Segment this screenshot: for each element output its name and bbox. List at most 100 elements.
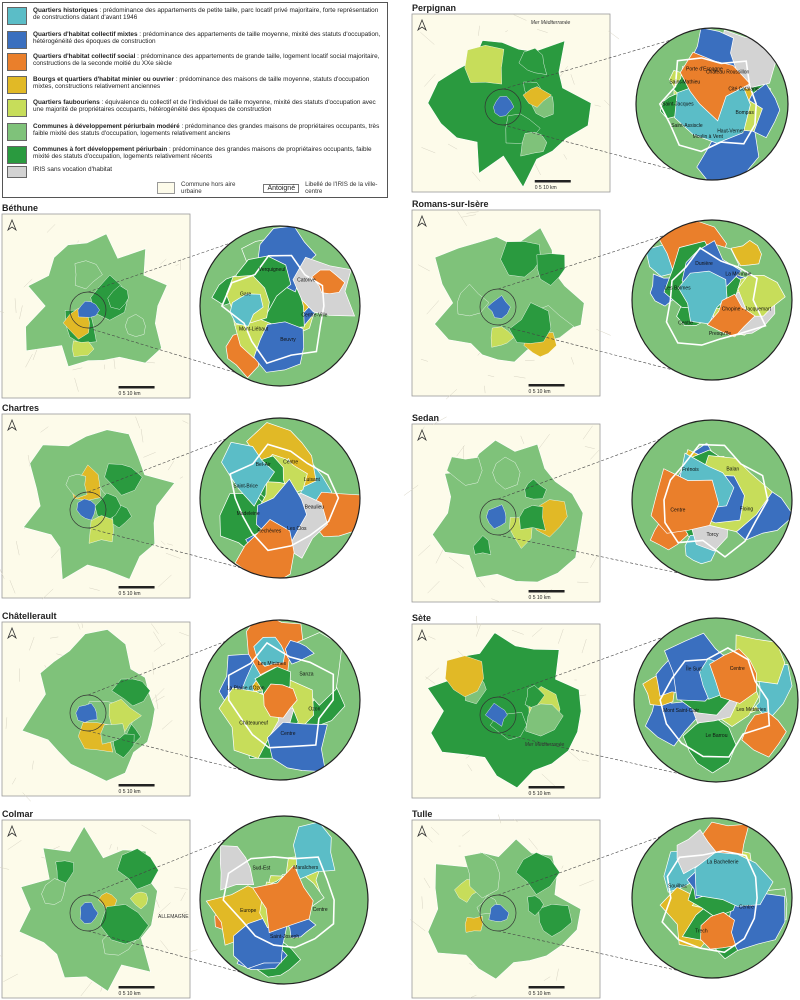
legend-item-title: Communes à fort développement périurbain bbox=[33, 146, 168, 153]
iris-zone bbox=[293, 821, 336, 881]
commune-border bbox=[426, 300, 440, 315]
legend-label-desc: Libellé de l'IRIS de la ville-centre bbox=[305, 181, 378, 195]
iris-label: Saint-Joseph bbox=[270, 934, 299, 940]
legend-item-sans-habitat: IRIS sans vocation d'habitat bbox=[7, 166, 385, 178]
iris-label: Rechèvres bbox=[257, 528, 281, 534]
commune-border bbox=[152, 662, 154, 675]
legend-swatch bbox=[7, 76, 27, 94]
commune-border bbox=[577, 581, 589, 584]
city-centre bbox=[488, 904, 510, 922]
iris-label: Île Sud bbox=[685, 665, 702, 672]
iris-label: Presqu'île bbox=[709, 331, 731, 337]
sea-label: Mer Méditerranée bbox=[531, 20, 571, 26]
commune-border bbox=[7, 840, 22, 850]
scale-bar bbox=[118, 986, 155, 989]
panel-title: Perpignan bbox=[412, 3, 456, 13]
iris-label: Les Clos bbox=[287, 526, 307, 532]
iris-zone bbox=[709, 648, 757, 704]
commune-outline bbox=[663, 443, 769, 558]
north-arrow-icon bbox=[417, 628, 427, 642]
commune-border bbox=[420, 31, 435, 45]
zoom-inset bbox=[632, 420, 792, 580]
commune-border bbox=[541, 773, 557, 788]
commune-border bbox=[448, 556, 464, 569]
commune-border bbox=[581, 759, 589, 762]
commune-border bbox=[182, 420, 189, 424]
commune-border bbox=[422, 426, 425, 430]
scale-bar bbox=[534, 180, 571, 183]
commune-border bbox=[563, 154, 568, 160]
legend-item-desc: : prédominance des appartements de grand… bbox=[33, 53, 380, 68]
scale-label: 0 5 10 km bbox=[119, 789, 141, 795]
north-arrow-icon bbox=[417, 428, 427, 442]
zoom-circle-border bbox=[631, 219, 793, 381]
city-centre bbox=[79, 902, 99, 924]
panel-romans: Chopine - Jacquemart Presqu'île Centre Les … bbox=[411, 199, 793, 400]
zoom-connector bbox=[87, 930, 285, 985]
commune-border bbox=[418, 544, 431, 556]
iris-label: Bompas bbox=[736, 110, 755, 116]
iris-zone bbox=[234, 518, 295, 578]
commune-border bbox=[513, 14, 527, 21]
iris-label: Centre bbox=[739, 905, 754, 911]
zoom-inset bbox=[632, 220, 792, 380]
commune-border bbox=[151, 623, 159, 634]
legend-item-title: Quartiers faubouriens bbox=[33, 99, 100, 106]
commune-border bbox=[140, 428, 144, 443]
commune-border bbox=[582, 425, 593, 440]
iris-label: Balan bbox=[726, 467, 739, 473]
commune-border bbox=[511, 629, 524, 635]
zoom-connector bbox=[87, 225, 281, 293]
zoom-circle-border bbox=[199, 619, 361, 781]
iris-label: La Bachellerie bbox=[707, 860, 739, 866]
periurban-patch bbox=[100, 723, 126, 745]
legend-item-desc: : prédominance des appartements de petit… bbox=[33, 7, 379, 22]
iris-zone bbox=[706, 293, 756, 338]
iris-label: Maraîchers bbox=[293, 865, 319, 871]
zoom-circle-border bbox=[631, 817, 793, 979]
periurban-patch bbox=[104, 463, 143, 496]
iris-label: Haut-Vernet bbox=[717, 129, 744, 135]
legend-swatch bbox=[7, 31, 27, 49]
commune-border bbox=[447, 143, 458, 150]
panel-sedan: Floing Torcy Centre Frénois Balan 0 5 10 km Se… bbox=[403, 413, 793, 603]
zoom-connector bbox=[497, 817, 713, 896]
commune-border bbox=[537, 29, 548, 33]
periurban-patch bbox=[518, 48, 547, 75]
commune-border bbox=[470, 994, 477, 998]
commune-border bbox=[27, 454, 31, 467]
panel-title: Romans-sur-Isère bbox=[412, 199, 489, 209]
periurban-patch bbox=[500, 241, 541, 278]
commune-border bbox=[457, 211, 467, 226]
legend-item-minier: Bourgs et quartiers d'habitat minier ou … bbox=[7, 76, 385, 94]
legend-item-desc: : prédominance des grandes maisons de pr… bbox=[33, 146, 372, 161]
periurban-patch bbox=[74, 260, 103, 290]
legend-item-title: Quartiers historiques bbox=[33, 7, 98, 14]
commune-outline bbox=[222, 855, 335, 949]
city-centre bbox=[75, 702, 98, 723]
iris-label: Centre-Ville bbox=[301, 313, 327, 319]
commune-border bbox=[22, 792, 31, 802]
commune-border bbox=[160, 940, 169, 951]
scale-label: 0 5 10 km bbox=[119, 391, 141, 397]
legend-swatch-hors bbox=[157, 182, 176, 194]
commune-border bbox=[77, 623, 81, 630]
iris-zone bbox=[700, 911, 737, 950]
iris-zone bbox=[677, 270, 728, 325]
commune-border bbox=[425, 667, 440, 680]
iris-label: Sanza bbox=[299, 672, 313, 678]
commune-border bbox=[5, 717, 8, 729]
commune-border bbox=[478, 25, 480, 36]
city-centre bbox=[77, 301, 100, 318]
periurban-patch bbox=[129, 891, 149, 910]
iris-label: Beuvry bbox=[280, 337, 296, 343]
periurban-patch bbox=[88, 515, 114, 544]
commune-border bbox=[29, 636, 35, 651]
commune-border bbox=[157, 902, 171, 915]
city-centre bbox=[486, 504, 507, 529]
commune-border bbox=[410, 919, 426, 932]
iris-label: Chopine - Jacquemart bbox=[722, 307, 772, 313]
iris-label: Châteauneuf bbox=[239, 720, 268, 726]
commune-border bbox=[141, 824, 157, 835]
